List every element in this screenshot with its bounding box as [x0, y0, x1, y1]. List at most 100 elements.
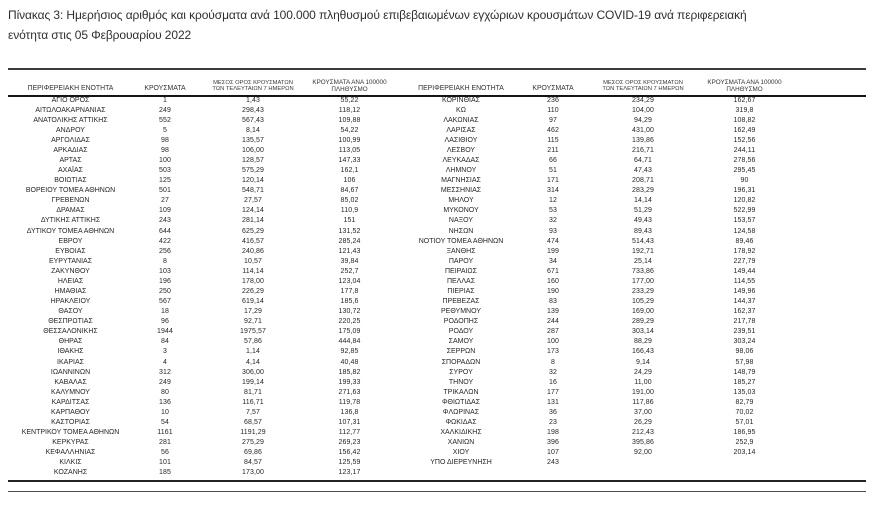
cases-cell: 196	[159, 277, 171, 285]
table-row: ΜΗΛΟΥ 12 14,14 120,82	[400, 196, 787, 206]
cases-cell: 96	[161, 318, 169, 326]
region-cell: ΠΕΙΡΑΙΩΣ	[445, 267, 477, 275]
per100k-cell: 130,72	[338, 308, 361, 316]
cases-cell: 396	[547, 439, 559, 447]
cases-cell: 552	[159, 116, 171, 124]
avg7-cell: 69,86	[243, 449, 263, 457]
per100k-cell: 147,33	[338, 157, 361, 164]
avg7-cell: 395,86	[631, 439, 654, 447]
region-cell: ΚΩ	[456, 106, 466, 114]
region-cell: ΜΕΣΣΗΝΙΑΣ	[440, 187, 482, 195]
per100k-cell: 119,78	[338, 398, 361, 406]
cases-cell: 27	[161, 197, 169, 205]
table-row: ΜΕΣΣΗΝΙΑΣ 314 283,29 196,31	[400, 186, 787, 196]
cases-cell: 312	[159, 368, 171, 376]
table-row: ΑΡΚΑΔΙΑΣ 98 106,00 113,05	[8, 145, 390, 155]
avg7-cell: 281,14	[241, 217, 264, 225]
table-row: ΣΥΡΟΥ 32 24,29 148,79	[400, 367, 787, 377]
avg7-cell: 212,43	[631, 429, 654, 437]
per100k-cell: 220,25	[338, 318, 361, 326]
region-cell: ΚΙΛΚΙΣ	[59, 459, 82, 467]
region-cell: ΒΟΙΩΤΙΑΣ	[54, 177, 87, 185]
cases-cell: 54	[161, 419, 169, 427]
avg7-cell: 105,29	[631, 298, 654, 306]
avg7-cell: 173,00	[241, 469, 264, 477]
region-cell: ΛΑΡΙΣΑΣ	[446, 126, 476, 134]
table-row: ΘΑΣΟΥ 18 17,29 130,72	[8, 307, 390, 317]
region-cell: ΗΜΑΘΙΑΣ	[54, 288, 87, 296]
column-header-cases: ΚΡΟΥΣΜΑΤΑ	[144, 85, 186, 93]
cases-cell: 34	[549, 257, 557, 265]
avg7-cell: 116,71	[242, 398, 264, 406]
cases-cell: 249	[159, 106, 171, 114]
cases-cell: 644	[159, 227, 171, 235]
per100k-cell: 114,55	[733, 277, 756, 285]
avg7-cell: 106,00	[241, 146, 264, 154]
avg7-cell: 233,29	[631, 288, 654, 296]
region-cell: ΣΠΟΡΑΔΩΝ	[441, 358, 481, 366]
per100k-cell: 118,12	[338, 106, 361, 114]
table-row: ΚΕΦΑΛΛΗΝΙΑΣ 56 69,86 156,42	[8, 448, 390, 458]
table-row: ΦΩΚΙΔΑΣ 23 26,29 57,01	[400, 418, 787, 428]
per100k-cell: 148,79	[733, 368, 756, 376]
per100k-cell: 269,23	[338, 439, 361, 447]
avg7-cell: 104,00	[631, 106, 654, 114]
per100k-cell: 244,11	[733, 146, 756, 154]
region-cell: ΚΕΡΚΥΡΑΣ	[52, 439, 89, 447]
region-cell: ΕΥΒΟΙΑΣ	[55, 247, 86, 255]
per100k-cell: 89,46	[735, 237, 754, 245]
per100k-cell: 186,95	[733, 429, 756, 437]
per100k-cell: 57,98	[735, 358, 754, 366]
avg7-cell: 191,00	[631, 388, 654, 396]
table-row: ΔΥΤΙΚΗΣ ΑΤΤΙΚΗΣ 243 281,14 151	[8, 216, 390, 226]
table-row: ΓΡΕΒΕΝΩΝ 27 27,57 85,02	[8, 196, 390, 206]
region-cell: ΕΒΡΟΥ	[58, 237, 83, 245]
avg7-cell: 124,14	[241, 207, 264, 215]
cases-cell: 1161	[157, 429, 173, 437]
avg7-cell: 303,14	[631, 328, 654, 336]
per100k-cell: 252,7	[340, 267, 359, 275]
avg7-cell: 548,71	[241, 187, 264, 195]
table-row: ΧΙΟΥ 107 92,00 203,14	[400, 448, 787, 458]
per100k-cell: 84,67	[340, 187, 359, 195]
table-bottom-border	[8, 480, 866, 482]
region-cell: ΧΙΟΥ	[452, 449, 470, 457]
cases-cell: 1	[163, 96, 167, 104]
cases-cell: 243	[159, 217, 171, 225]
avg7-cell: 26,29	[633, 419, 653, 427]
cases-cell: 243	[547, 459, 559, 467]
region-cell: ΘΗΡΑΣ	[58, 338, 83, 346]
avg7-cell: 120,14	[241, 177, 264, 185]
table-row: ΚΑΡΠΑΘΟΥ 10 7,57 136,8	[8, 407, 390, 417]
per100k-cell: 121,43	[338, 247, 361, 255]
cases-cell: 160	[547, 277, 559, 285]
table-row: ΘΕΣΣΑΛΟΝΙΚΗΣ 1944 1975,57 175,09	[8, 327, 390, 337]
cases-cell: 4	[163, 358, 167, 366]
table-row: ΤΡΙΚΑΛΩΝ 177 191,00 135,03	[400, 387, 787, 397]
table-row: ΚΩ 110 104,00 319,8	[400, 105, 787, 115]
region-cell: ΝΗΣΩΝ	[448, 227, 474, 235]
cases-cell: 131	[547, 398, 559, 406]
region-cell: ΚΑΡΔΙΤΣΑΣ	[51, 398, 90, 406]
avg7-cell: 306,00	[241, 368, 264, 376]
table-row: ΡΟΔΟΥ 287 303,14 239,51	[400, 327, 787, 337]
per100k-cell: 124,58	[733, 227, 756, 235]
avg7-cell: 14,14	[633, 197, 653, 205]
region-cell: ΣΑΜΟΥ	[448, 338, 474, 346]
avg7-cell: 92,00	[633, 449, 653, 457]
cases-cell: 84	[161, 338, 169, 346]
region-cell: ΠΕΛΛΑΣ	[446, 277, 476, 285]
cases-cell: 10	[161, 408, 169, 416]
table-row: ΝΟΤΙΟΥ ΤΟΜΕΑ ΑΘΗΝΩΝ 474 514,43 89,46	[400, 236, 787, 246]
region-cell: ΗΡΑΚΛΕΙΟΥ	[50, 298, 91, 306]
avg7-cell: 7,57	[245, 408, 261, 416]
table-header: ΠΕΡΙΦΕΡΕΙΑΚΗ ΕΝΟΤΗΤΑ ΚΡΟΥΣΜΑΤΑ ΜΕΣΟΣ ΟΡΟ…	[8, 71, 390, 95]
per100k-cell: 113,05	[338, 146, 361, 154]
per100k-cell: 295,45	[733, 167, 756, 175]
cases-cell: 93	[549, 227, 557, 235]
avg7-cell: 283,29	[631, 187, 654, 195]
caption-divider	[8, 68, 866, 70]
column-header-per100k: ΚΡΟΥΣΜΑΤΑ ΑΝΑ 100000 ΠΛΗΘΥΣΜΟ	[312, 78, 387, 93]
table-row: ΚΟΡΙΝΘΙΑΣ 236 234,29 162,67	[400, 95, 787, 105]
per100k-cell: 199,33	[338, 378, 361, 386]
